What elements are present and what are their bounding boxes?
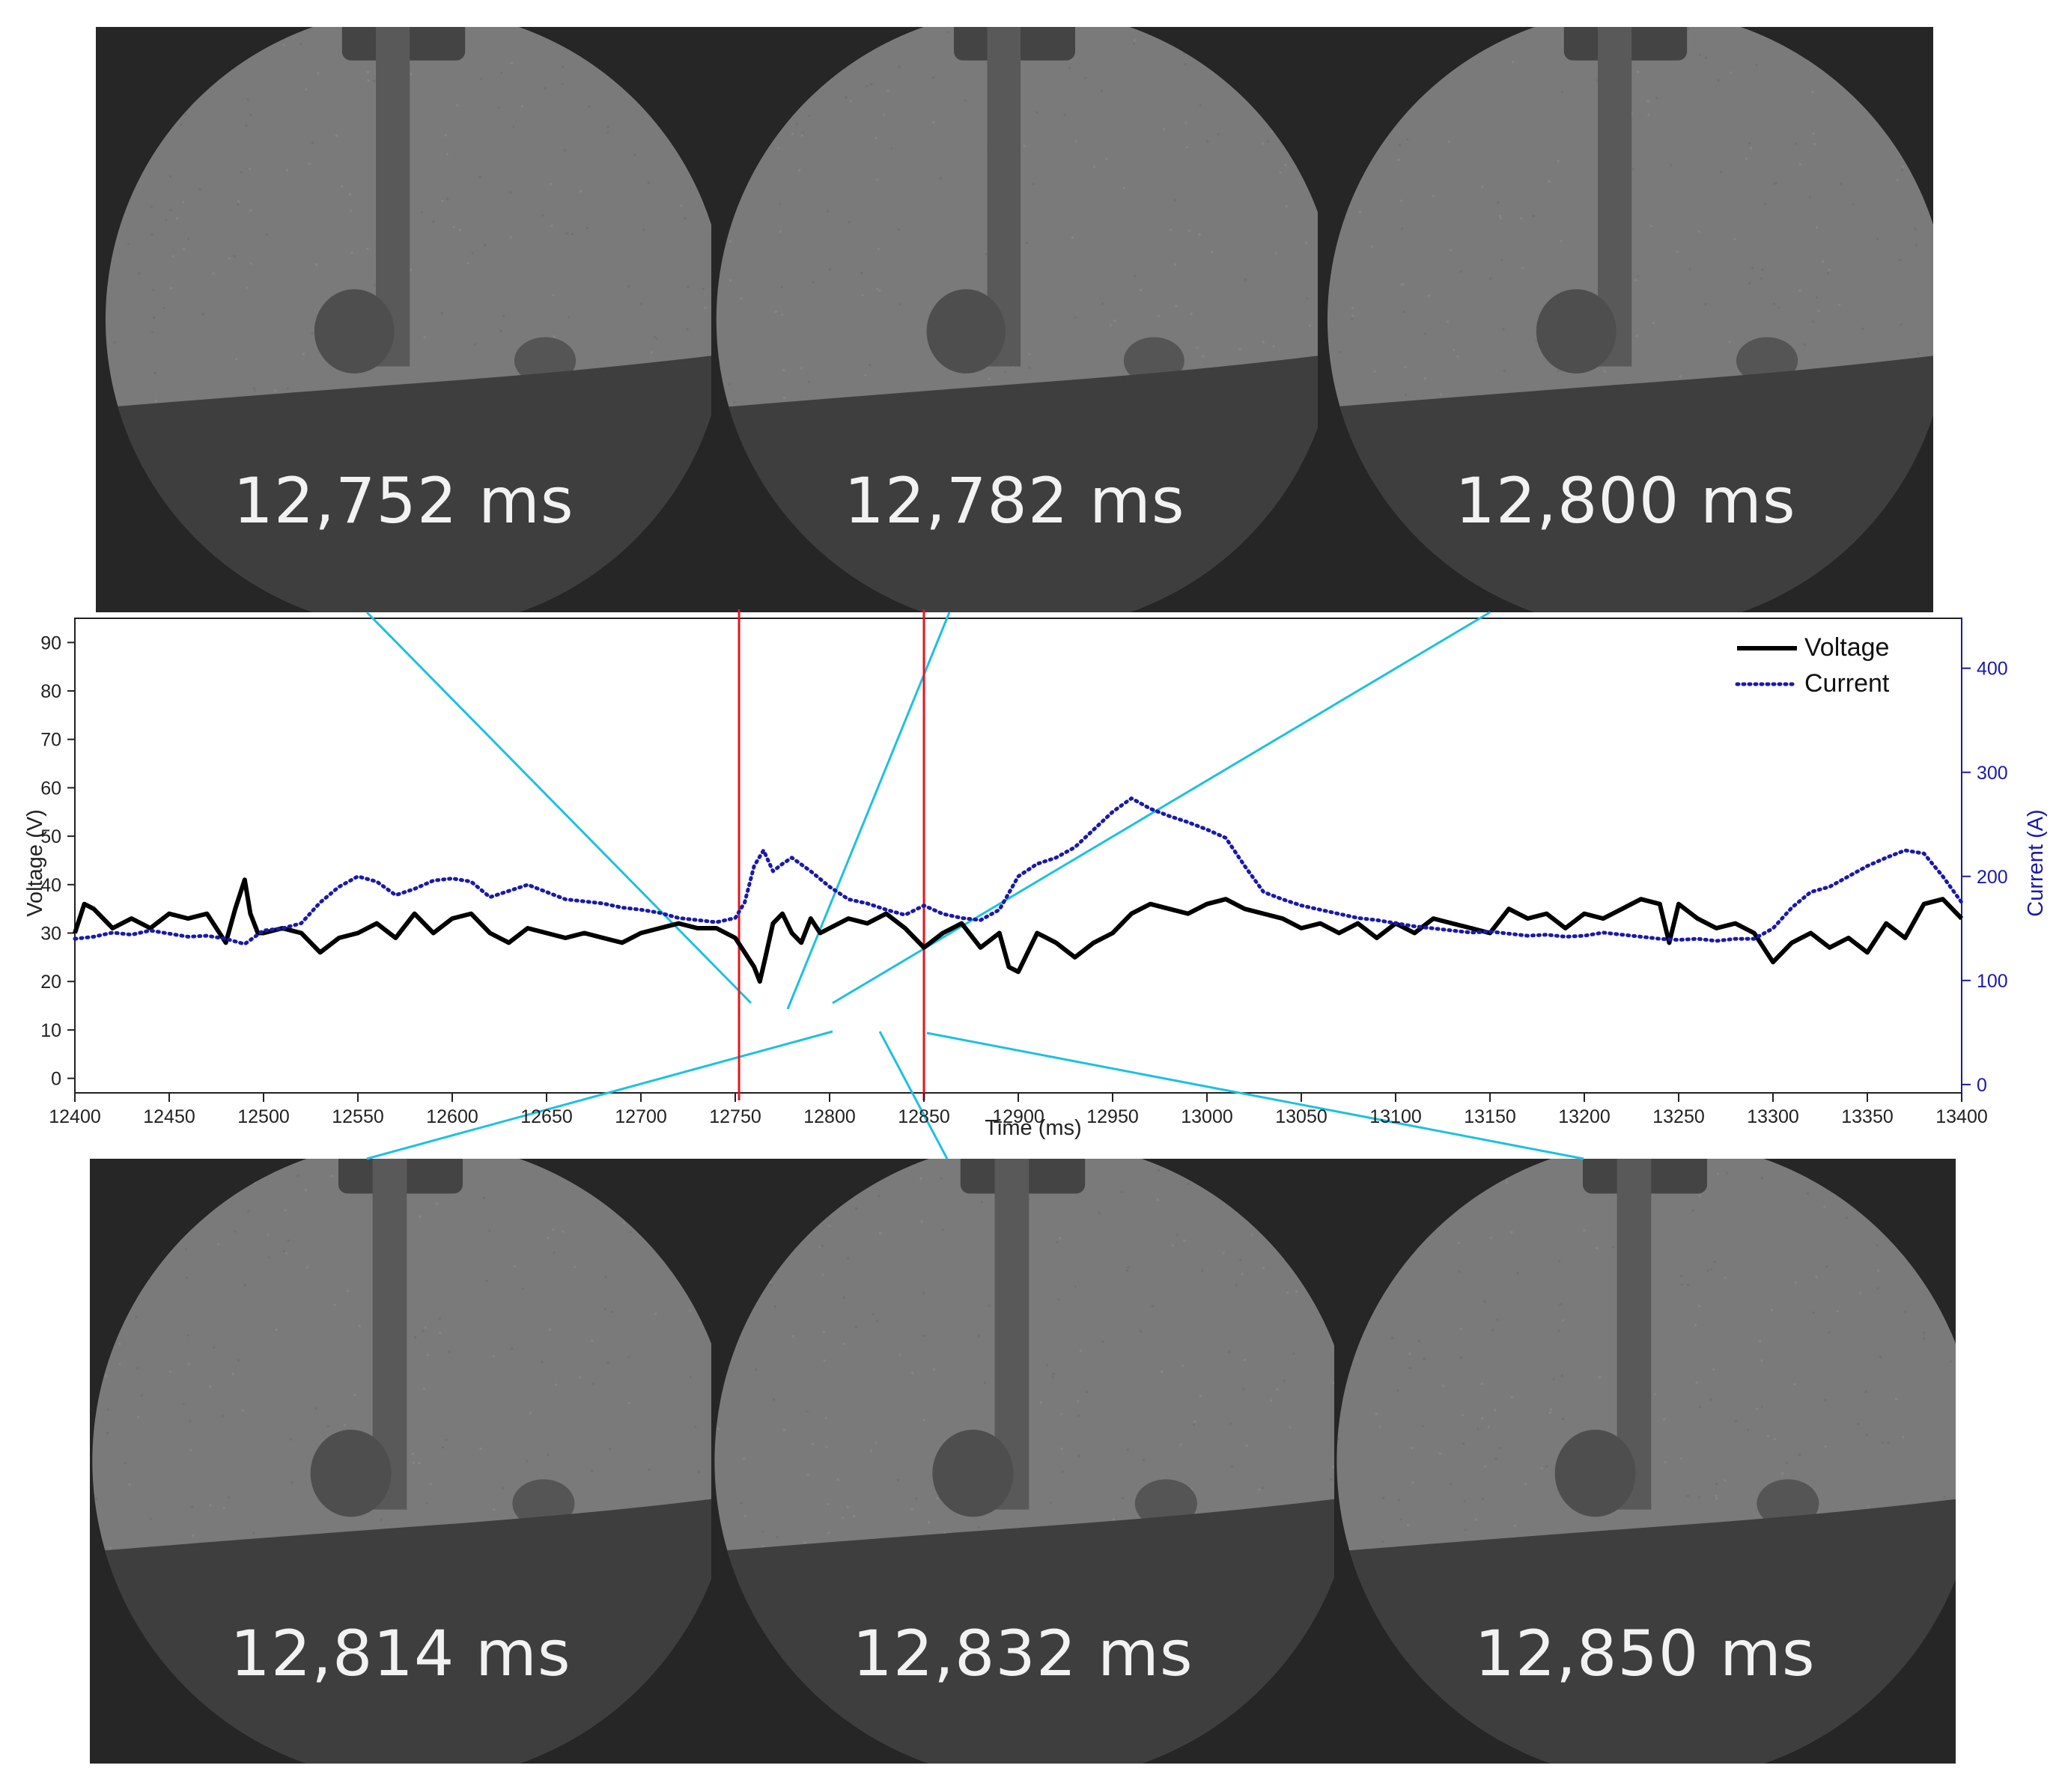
- y2-tick-label: 300: [1977, 763, 2008, 784]
- x-tick-label: 12400: [49, 1106, 101, 1127]
- y2-tick-label: 100: [1977, 971, 2008, 992]
- x-tick-label: 13150: [1464, 1106, 1516, 1127]
- x-tick-label: 12550: [332, 1106, 384, 1127]
- plot-area: [75, 618, 1962, 1093]
- y-axis-label: Voltage (V): [23, 809, 47, 916]
- x-tick-label: 12600: [426, 1106, 478, 1127]
- legend-label-current: Current: [1804, 669, 1890, 698]
- y-tick-label: 90: [40, 633, 61, 653]
- y-tick-label: 0: [51, 1069, 61, 1090]
- y2-tick-label: 200: [1977, 867, 2008, 888]
- x-tick-label: 12700: [615, 1106, 667, 1127]
- legend-label-voltage: Voltage: [1804, 633, 1889, 662]
- x-tick-label: 12800: [803, 1106, 856, 1127]
- x-tick-label: 13000: [1181, 1106, 1233, 1127]
- y-tick-label: 70: [40, 730, 61, 751]
- y-tick-label: 20: [40, 972, 61, 993]
- y2-tick-label: 400: [1977, 659, 2008, 680]
- y-tick-label: 30: [40, 924, 61, 945]
- x-tick-label: 13050: [1275, 1106, 1327, 1127]
- x-tick-label: 13250: [1652, 1106, 1705, 1127]
- x-axis-label: Time (ms): [985, 1116, 1081, 1140]
- y2-tick-label: 0: [1977, 1075, 1987, 1096]
- x-tick-label: 12650: [520, 1106, 573, 1127]
- x-tick-label: 12750: [709, 1106, 761, 1127]
- x-tick-label: 12450: [143, 1106, 195, 1127]
- x-tick-label: 12850: [898, 1106, 950, 1127]
- y-tick-label: 60: [40, 778, 61, 799]
- x-tick-label: 13300: [1747, 1106, 1799, 1127]
- x-tick-label: 12950: [1086, 1106, 1139, 1127]
- x-tick-label: 13200: [1558, 1106, 1611, 1127]
- x-tick-label: 12500: [237, 1106, 290, 1127]
- y-tick-label: 10: [40, 1020, 61, 1041]
- x-tick-label: 13100: [1369, 1106, 1422, 1127]
- x-tick-label: 13350: [1841, 1106, 1894, 1127]
- y2-axis-label: Current (A): [2024, 809, 2048, 916]
- x-tick-label: 13400: [1935, 1106, 1988, 1127]
- y-tick-label: 80: [40, 681, 61, 702]
